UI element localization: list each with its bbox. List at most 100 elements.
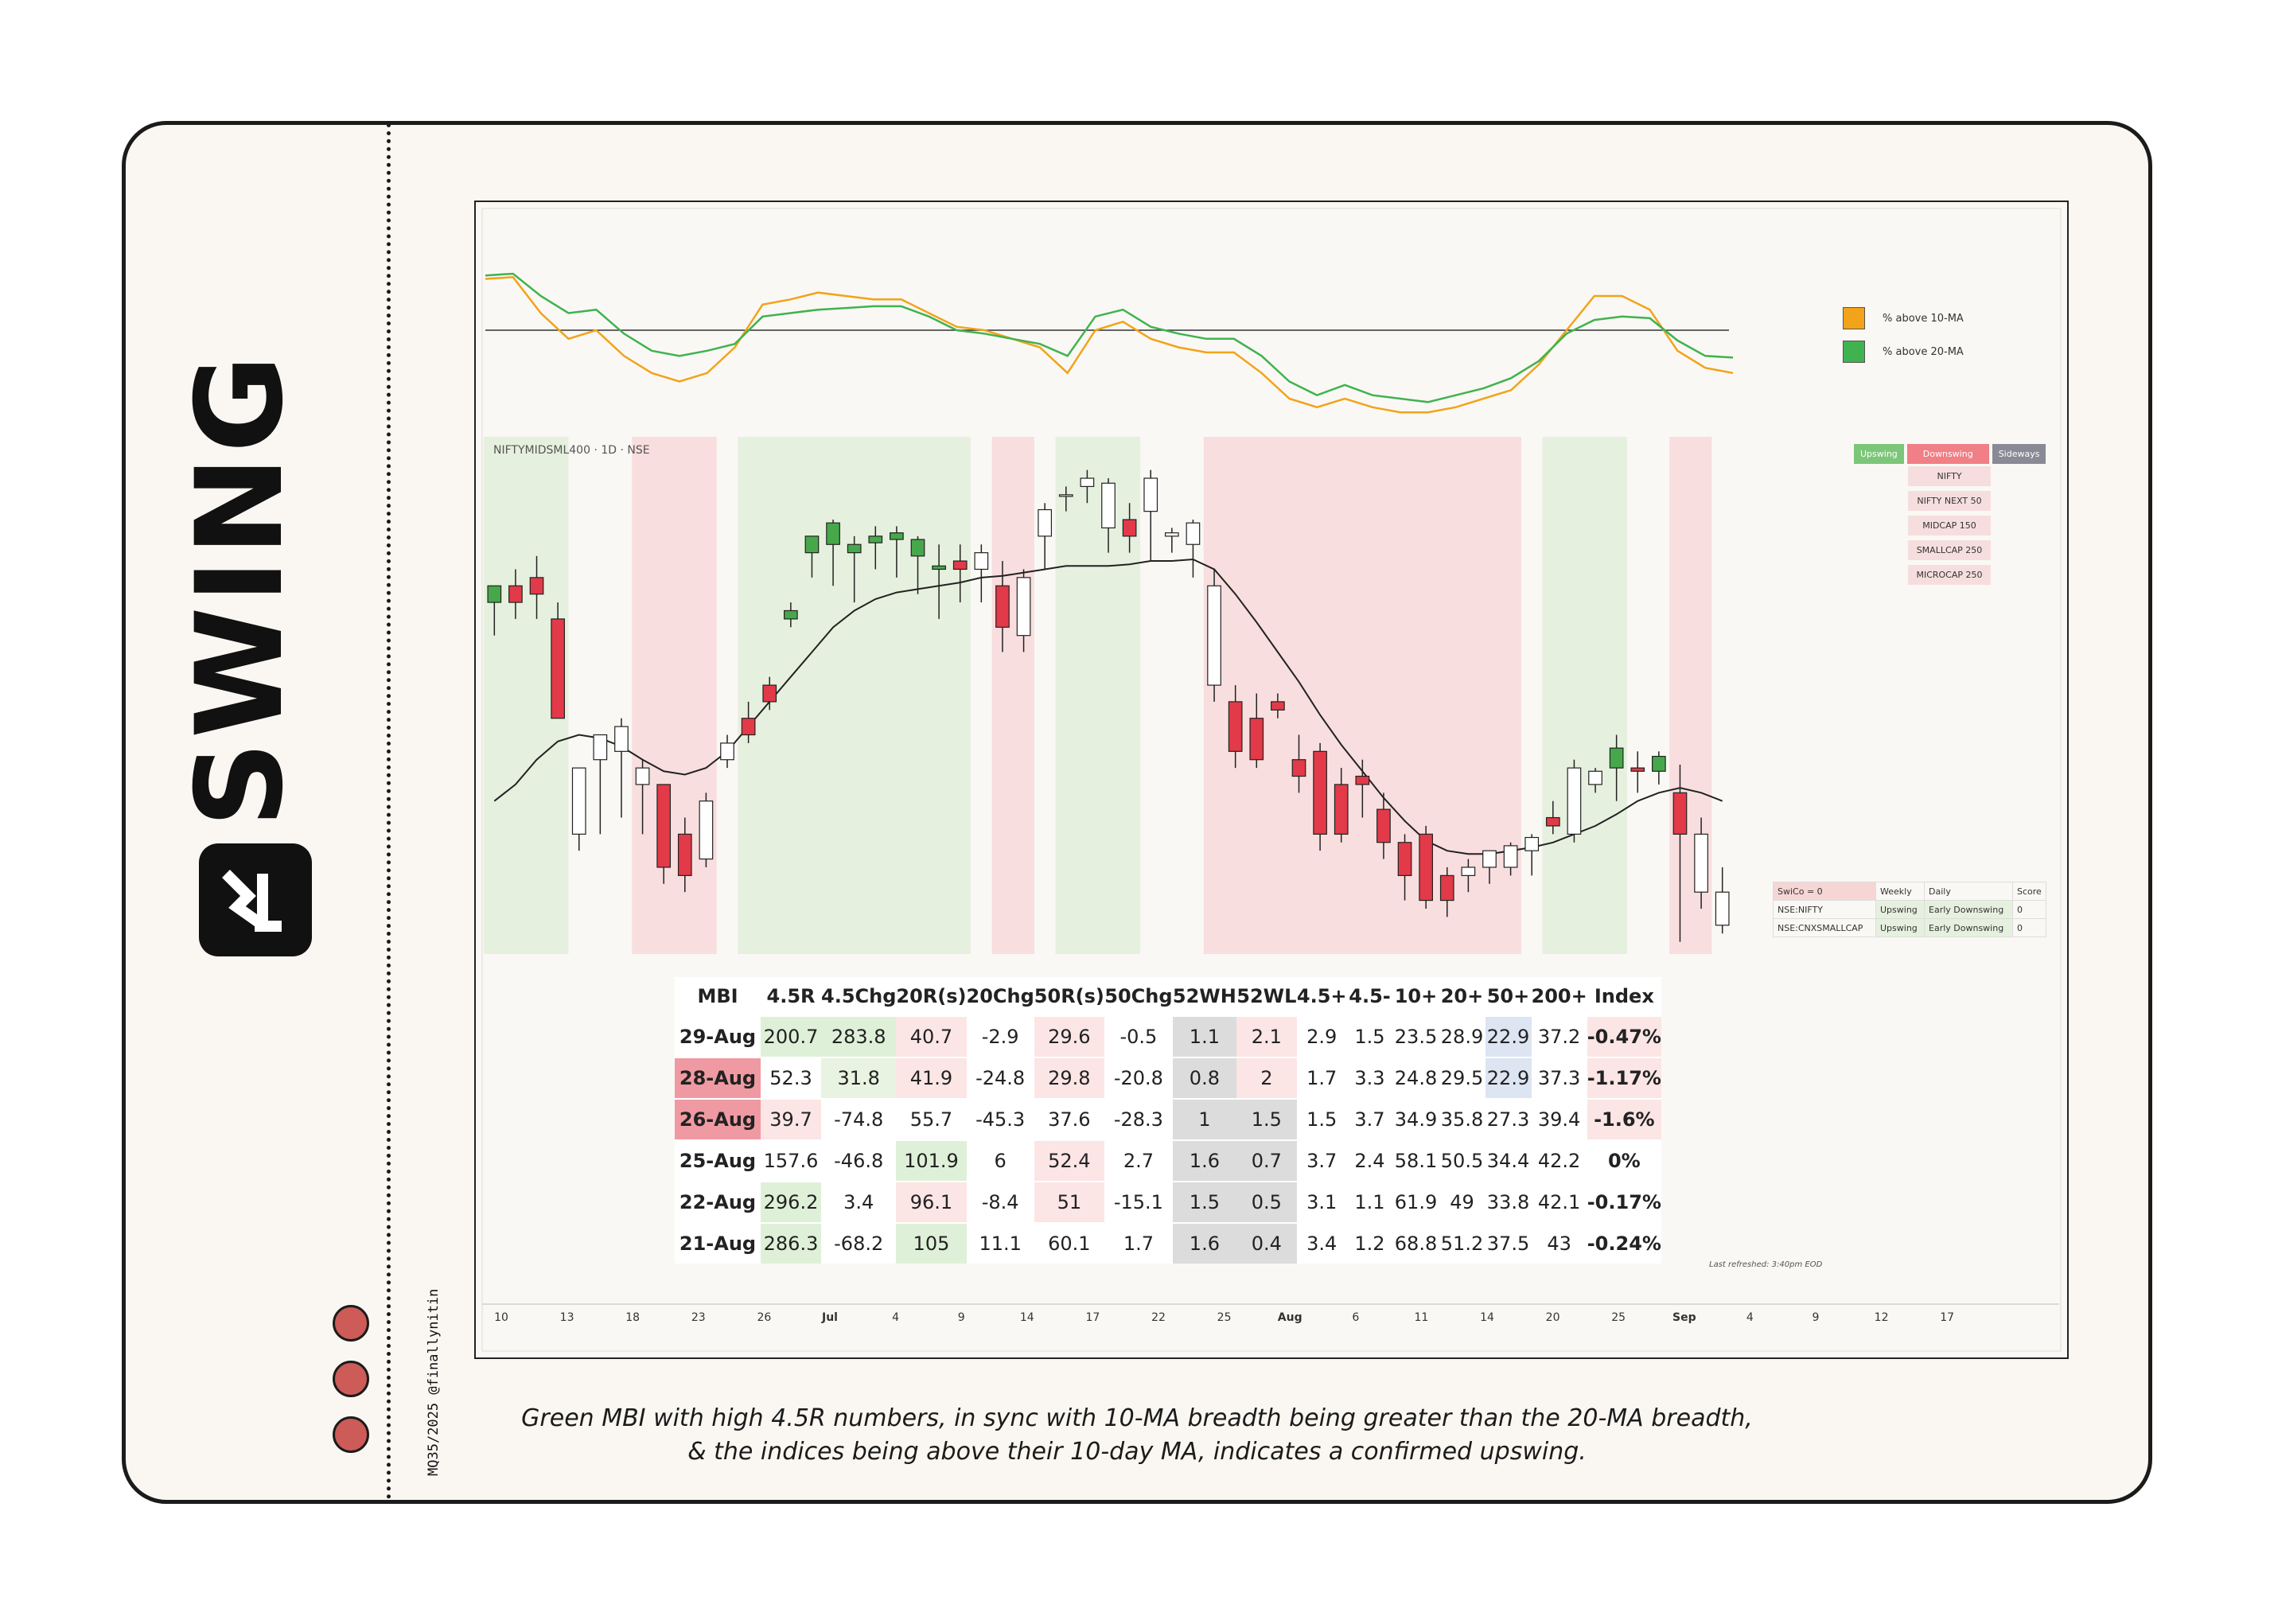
mbi-cell: -2.9 <box>966 1015 1034 1057</box>
mbi-cell: -46.8 <box>821 1139 897 1182</box>
x-tick-label: 4 <box>1746 1311 1754 1324</box>
legend-sideways: Sideways <box>1992 444 2046 464</box>
swico-header: SwiCo = 0 <box>1773 882 1876 901</box>
mbi-cell: 1.2 <box>1346 1222 1393 1264</box>
mbi-cell: 39.7 <box>761 1098 821 1140</box>
last-refreshed: Last refreshed: 3:40pm EOD <box>1709 1260 1823 1269</box>
mbi-header-cell: 200+ <box>1531 985 1587 1007</box>
mbi-cell: 283.8 <box>821 1015 897 1057</box>
candle-body <box>890 532 904 540</box>
mbi-date-cell: 26-Aug <box>675 1098 761 1140</box>
candle-body <box>614 726 629 752</box>
index-panel: Upswing Downswing Sideways NIFTY NIFTY N… <box>1854 444 2046 590</box>
x-tick-label: 11 <box>1414 1311 1429 1324</box>
dotted-divider <box>387 123 391 1500</box>
candle-body <box>1503 845 1518 868</box>
mbi-header-cell: 50Chg <box>1104 985 1173 1007</box>
shading-band-down <box>1203 437 1521 954</box>
mbi-cell: 286.3 <box>761 1222 821 1264</box>
mbi-cell: -0.5 <box>1104 1015 1173 1057</box>
mbi-cell: 22.9 <box>1485 1015 1532 1057</box>
candle-body <box>1080 477 1095 488</box>
mbi-cell: 3.7 <box>1296 1139 1347 1182</box>
mbi-cell: 23.5 <box>1392 1015 1439 1057</box>
legend-swatch-orange <box>1843 307 1865 329</box>
mbi-header-cell: MBI <box>697 985 738 1007</box>
mbi-cell: 2.9 <box>1296 1015 1347 1057</box>
candle-body <box>1207 585 1221 686</box>
mbi-row: 22-Aug 296.2 3.4 96.1 -8.4 51 -15.1 1.5 0.5 3.1 1.… <box>675 1181 1661 1223</box>
mbi-cell: 0.5 <box>1236 1181 1297 1223</box>
swico-cell: Early Downswing <box>1924 900 2013 919</box>
candle-body <box>1334 784 1349 835</box>
candle-body <box>741 718 756 736</box>
mbi-cell: 52.4 <box>1034 1139 1104 1182</box>
ticker-label: NIFTYMIDSML400 · 1D · NSE <box>493 444 650 457</box>
mbi-cell: -45.3 <box>966 1098 1034 1140</box>
mbi-cell: 31.8 <box>821 1057 897 1099</box>
mbi-header-row: MBI 4.5R 4.5Chg 20R(s) 20Chg 50R(s) 50Chg 52WH 5… <box>675 977 1661 1016</box>
mbi-cell: 1.1 <box>1172 1015 1236 1057</box>
mbi-cell: 22.9 <box>1485 1057 1532 1099</box>
candle-body <box>1524 836 1540 851</box>
mbi-cell: 0.7 <box>1236 1139 1297 1182</box>
mbi-cell: 35.8 <box>1439 1098 1485 1140</box>
candle-body <box>910 539 925 557</box>
mbi-cell: 105 <box>896 1222 967 1264</box>
x-tick-label: 18 <box>625 1311 641 1324</box>
mbi-cell: 61.9 <box>1392 1181 1439 1223</box>
mbi-cell: 11.1 <box>966 1222 1034 1264</box>
swico-header-row: SwiCo = 0 Weekly Daily Score <box>1773 882 2046 901</box>
mbi-cell: -15.1 <box>1104 1181 1173 1223</box>
candle-body <box>1355 775 1370 785</box>
mbi-cell: -0.17% <box>1587 1181 1661 1223</box>
x-tick-label: 25 <box>1611 1311 1626 1324</box>
mbi-header-cell: 20+ <box>1440 985 1484 1007</box>
mbi-cell: -8.4 <box>966 1181 1034 1223</box>
mbi-row: 28-Aug 52.3 31.8 41.9 -24.8 29.8 -20.8 0.8 2 1.7 3… <box>675 1057 1661 1099</box>
mbi-cell: 1.6 <box>1172 1222 1236 1264</box>
mbi-row: 21-Aug 286.3 -68.2 105 11.1 60.1 1.7 1.6 0.4 3.4 1… <box>675 1222 1661 1264</box>
mbi-cell: 50.5 <box>1439 1139 1485 1182</box>
swico-header-weekly: Weekly <box>1875 882 1925 901</box>
shading-band-up <box>738 437 972 954</box>
mbi-cell: 3.7 <box>1346 1098 1393 1140</box>
swico-cell: Upswing <box>1875 900 1925 919</box>
swing-legend: Upswing Downswing Sideways <box>1854 444 2046 464</box>
moving-average-line <box>493 558 1723 855</box>
mbi-cell: 55.7 <box>896 1098 967 1140</box>
mbi-header-cell: 20R(s) <box>896 985 967 1007</box>
mbi-header-cell: 4.5- <box>1349 985 1391 1007</box>
mbi-cell: -0.47% <box>1587 1015 1661 1057</box>
mbi-cell: 6 <box>966 1139 1034 1182</box>
decor-dot-1 <box>333 1305 369 1342</box>
candle-body <box>1715 891 1730 926</box>
mbi-header-cell: 4.5Chg <box>821 985 897 1007</box>
shading-band-down <box>991 437 1034 954</box>
mbi-header-cell: 4.5R <box>766 985 816 1007</box>
mbi-row: 26-Aug 39.7 -74.8 55.7 -45.3 37.6 -28.3 1 1.5 1.5… <box>675 1098 1661 1140</box>
legend-swatch-green <box>1843 341 1865 363</box>
x-tick-label: 9 <box>957 1311 965 1324</box>
mbi-cell: 2.4 <box>1346 1139 1393 1182</box>
candle-body <box>995 585 1010 628</box>
candle-body <box>762 684 777 703</box>
mbi-cell: -28.3 <box>1104 1098 1173 1140</box>
mbi-cell: 3.1 <box>1296 1181 1347 1223</box>
mbi-cell: -68.2 <box>821 1222 897 1264</box>
x-tick-label: 22 <box>1151 1311 1166 1324</box>
index-smallcap-250: SMALLCAP 250 <box>1908 540 1991 560</box>
breadth-series-20ma <box>485 272 1734 403</box>
x-tick-label: 9 <box>1812 1311 1820 1324</box>
legend-10ma: % above 10-MA <box>1843 307 1964 329</box>
mbi-header-cell: 52WL <box>1236 985 1297 1007</box>
candle-body <box>1588 770 1602 785</box>
mbi-row: 25-Aug 157.6 -46.8 101.9 6 52.4 2.7 1.6 0.7 3.7 2.… <box>675 1139 1661 1182</box>
candle-body <box>1101 482 1116 529</box>
x-tick-label: 20 <box>1545 1311 1560 1324</box>
decor-dot-2 <box>333 1361 369 1397</box>
mbi-cell: 42.2 <box>1531 1139 1587 1182</box>
mbi-cell: 0% <box>1587 1139 1661 1182</box>
candle-body <box>656 784 672 868</box>
x-tick-label: Jul <box>822 1311 838 1324</box>
